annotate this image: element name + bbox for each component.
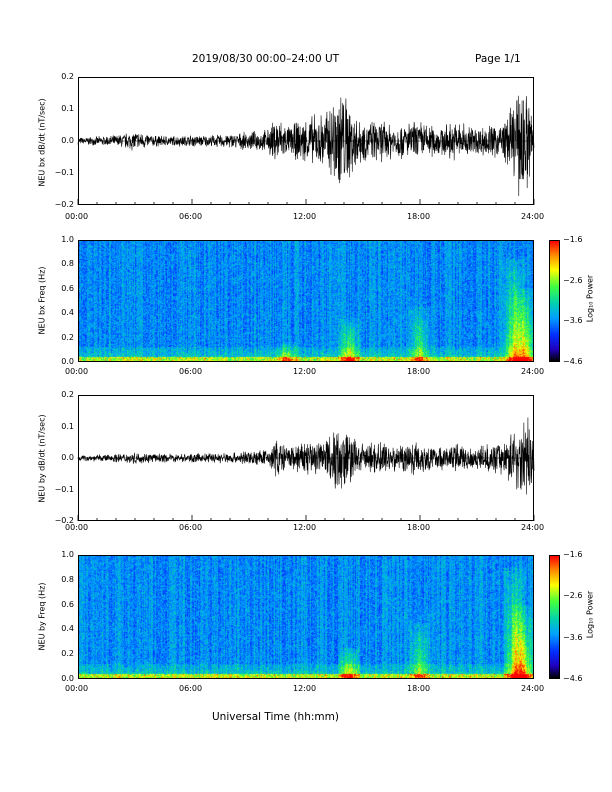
plot-frame [78, 77, 534, 205]
plot-frame [78, 395, 534, 521]
x-tick-label: 12:00 [293, 212, 317, 221]
page-indicator: Page 1/1 [475, 53, 521, 65]
y-tick-label: 0.1 [61, 104, 74, 113]
bx-colorbar [549, 240, 560, 362]
y-tick-label: 1.0 [61, 550, 74, 559]
x-tick-label: 12:00 [293, 684, 317, 693]
y-tick-label: 0.4 [61, 308, 74, 318]
y-axis-label: NEU bx Freq (Hz) [37, 266, 47, 335]
x-tick-label: 00:00 [65, 684, 89, 693]
colorbar-tick-label: −2.6 [563, 591, 583, 601]
colorbar-tick-label: −1.6 [563, 550, 583, 559]
trace-line [77, 95, 535, 197]
x-tick-label: 18:00 [407, 367, 431, 376]
y-tick-label: 0.2 [61, 390, 74, 399]
y-tick-label: 0.2 [61, 649, 74, 659]
y-tick-label: 1.0 [61, 235, 74, 244]
x-tick-label: 24:00 [521, 212, 545, 221]
y-tick-label: 0.8 [61, 259, 74, 269]
by-spectrogram-image [78, 555, 534, 679]
y-axis-label: NEU bx dB/dt (nT/sec) [37, 98, 47, 187]
x-tick-label: 18:00 [407, 212, 431, 221]
colorbar-tick-label: −3.6 [563, 632, 583, 642]
y-axis-label: NEU by dB/dt (nT/sec) [37, 414, 47, 503]
x-tick-label: 06:00 [179, 523, 203, 532]
y-tick-label: 0.0 [61, 136, 74, 145]
y-axis-label: NEU by Freq (Hz) [37, 582, 47, 651]
bx-spectrogram-image [78, 240, 534, 362]
trace-line [77, 417, 535, 495]
y-tick-label: 0.8 [61, 574, 74, 584]
y-tick-label: 0.6 [61, 599, 74, 609]
y-tick-label: 0.0 [61, 453, 74, 462]
y-tick-label: 0.4 [61, 624, 74, 634]
by-colorbar [549, 555, 560, 679]
x-tick-label: 24:00 [521, 367, 545, 376]
colorbar-tick-label: −4.6 [563, 357, 583, 366]
y-tick-label: 0.0 [61, 357, 74, 366]
y-tick-label: −0.1 [54, 484, 74, 494]
spectrogram-canvas [78, 240, 534, 362]
plot-frame [78, 555, 534, 679]
x-tick-label: 00:00 [65, 212, 89, 221]
x-tick-label: 24:00 [521, 684, 545, 693]
colorbar-tick-label: −2.6 [563, 275, 583, 285]
x-tick-label: 24:00 [521, 523, 545, 532]
y-tick-label: −0.2 [54, 516, 74, 525]
x-tick-label: 18:00 [407, 523, 431, 532]
x-tick-label: 18:00 [407, 684, 431, 693]
x-tick-label: 12:00 [293, 367, 317, 376]
x-tick-label: 00:00 [65, 367, 89, 376]
x-tick-label: 00:00 [65, 523, 89, 532]
colorbar-label: Log₁₀ Power [585, 590, 595, 639]
x-tick-label: 06:00 [179, 212, 203, 221]
y-tick-label: 0.2 [61, 72, 74, 81]
y-tick-label: 0.0 [61, 674, 74, 683]
y-tick-label: 0.1 [61, 421, 74, 431]
plot-date-range: 2019/08/30 00:00–24:00 UT [192, 53, 340, 65]
x-tick-label: 12:00 [293, 523, 317, 532]
x-tick-label: 06:00 [179, 684, 203, 693]
y-tick-label: −0.2 [54, 200, 74, 209]
colorbar-tick-label: −4.6 [563, 674, 583, 683]
x-tick-label: 06:00 [179, 367, 203, 376]
colorbar-tick-label: −3.6 [563, 316, 583, 326]
colorbar-label: Log₁₀ Power [585, 274, 595, 323]
x-axis-title: Universal Time (hh:mm) [212, 711, 339, 723]
plot-frame [78, 240, 534, 362]
y-tick-label: −0.1 [54, 168, 74, 177]
y-tick-label: 0.2 [61, 332, 74, 342]
y-tick-label: 0.6 [61, 283, 74, 293]
spectrogram-canvas [78, 555, 534, 679]
colorbar-tick-label: −1.6 [563, 235, 583, 244]
